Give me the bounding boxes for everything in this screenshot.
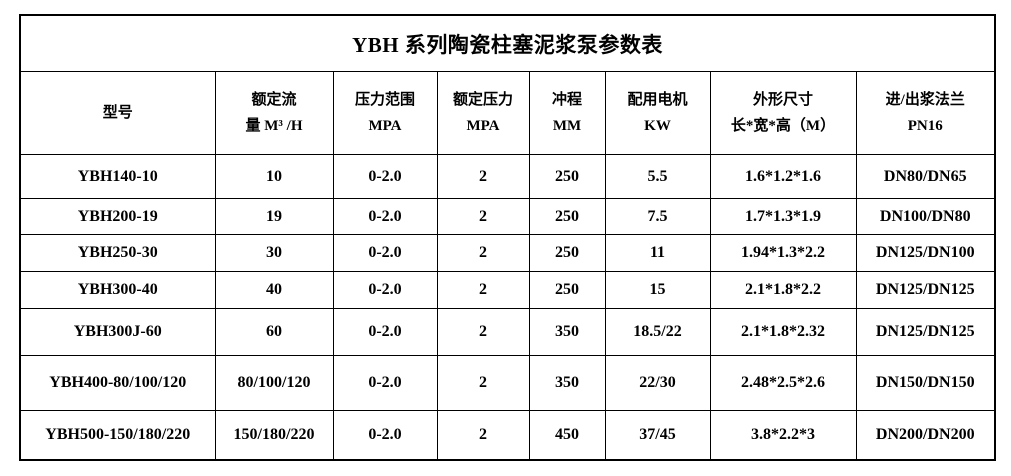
cell-pressure-range: 0-2.0 [332,154,438,199]
column-header-stroke-line1: 冲程 [551,92,582,108]
pump-spec-table: YBH 系列陶瓷柱塞泥浆泵参数表 型号 额定流 量 M³ /H 压力范围 MPA… [19,14,997,461]
cell-motor-power: 37/45 [604,410,711,460]
column-header-pressure-range-line1: 压力范围 [354,92,415,108]
table-row: YBH200-19 19 0-2.0 2 250 7.5 1.7*1.3*1.9… [19,198,996,235]
column-header-motor-power: 配用电机 KW [604,71,711,155]
cell-rated-pressure: 2 [436,410,530,460]
column-header-rated-pressure-line2: MPA [466,118,500,134]
cell-rated-flow: 19 [214,198,334,235]
column-header-pressure-range-line2: MPA [368,118,402,134]
cell-dimensions: 1.6*1.2*1.6 [709,154,857,199]
cell-motor-power: 18.5/22 [604,308,711,356]
cell-flange: DN125/DN125 [855,271,996,309]
table-row: YBH400-80/100/120 80/100/120 0-2.0 2 350… [19,355,996,411]
cell-stroke: 250 [528,271,606,309]
cell-rated-flow: 60 [214,308,334,356]
cell-rated-flow: 80/100/120 [214,355,334,411]
cell-rated-pressure: 2 [436,308,530,356]
column-header-flange-line2: PN16 [907,118,943,134]
cell-pressure-range: 0-2.0 [332,410,438,460]
cell-dimensions: 2.1*1.8*2.2 [709,271,857,309]
cell-dimensions: 2.48*2.5*2.6 [709,355,857,411]
cell-motor-power: 15 [604,271,711,309]
header-row: 型号 额定流 量 M³ /H 压力范围 MPA 额定压力 MPA 冲程 MM [19,71,996,155]
column-header-rated-flow: 额定流 量 M³ /H [214,71,334,155]
column-header-dimensions: 外形尺寸 长*宽*高（M） [709,71,857,155]
cell-rated-flow: 10 [214,154,334,199]
cell-pressure-range: 0-2.0 [332,271,438,309]
cell-rated-pressure: 2 [436,154,530,199]
cell-rated-pressure: 2 [436,271,530,309]
cell-stroke: 250 [528,154,606,199]
cell-flange: DN150/DN150 [855,355,996,411]
cell-rated-pressure: 2 [436,355,530,411]
column-header-flange: 进/出浆法兰 PN16 [855,71,996,155]
column-header-stroke-line2: MM [552,118,582,134]
column-header-stroke: 冲程 MM [528,71,606,155]
column-header-rated-pressure: 额定压力 MPA [436,71,530,155]
column-header-dimensions-line2: 长*宽*高（M） [730,118,836,134]
column-header-rated-flow-line2: 量 M³ /H [245,118,303,134]
table-row: YBH250-30 30 0-2.0 2 250 11 1.94*1.3*2.2… [19,234,996,272]
column-header-rated-pressure-line1: 额定压力 [452,92,513,108]
cell-dimensions: 3.8*2.2*3 [709,410,857,460]
table-row: YBH300-40 40 0-2.0 2 250 15 2.1*1.8*2.2 … [19,271,996,309]
cell-model: YBH500-150/180/220 [19,410,216,460]
table-row: YBH140-10 10 0-2.0 2 250 5.5 1.6*1.2*1.6… [19,154,996,199]
cell-motor-power: 7.5 [604,198,711,235]
cell-pressure-range: 0-2.0 [332,355,438,411]
cell-model: YBH200-19 [19,198,216,235]
cell-rated-pressure: 2 [436,234,530,272]
cell-flange: DN200/DN200 [855,410,996,460]
cell-flange: DN80/DN65 [855,154,996,199]
cell-rated-pressure: 2 [436,198,530,235]
cell-pressure-range: 0-2.0 [332,234,438,272]
cell-flange: DN100/DN80 [855,198,996,235]
cell-rated-flow: 30 [214,234,334,272]
cell-pressure-range: 0-2.0 [332,308,438,356]
cell-dimensions: 1.94*1.3*2.2 [709,234,857,272]
cell-stroke: 250 [528,234,606,272]
cell-stroke: 350 [528,355,606,411]
table-row: YBH300J-60 60 0-2.0 2 350 18.5/22 2.1*1.… [19,308,996,356]
column-header-motor-power-line2: KW [644,118,671,134]
cell-model: YBH140-10 [19,154,216,199]
cell-dimensions: 2.1*1.8*2.32 [709,308,857,356]
column-header-pressure-range: 压力范围 MPA [332,71,438,155]
cell-pressure-range: 0-2.0 [332,198,438,235]
column-header-model-label: 型号 [102,105,133,121]
column-header-dimensions-line1: 外形尺寸 [752,92,813,108]
table-title: YBH 系列陶瓷柱塞泥浆泵参数表 [19,14,996,72]
column-header-motor-power-line1: 配用电机 [627,92,688,108]
cell-model: YBH300J-60 [19,308,216,356]
cell-flange: DN125/DN100 [855,234,996,272]
column-header-rated-flow-line1: 额定流 [251,92,297,108]
cell-motor-power: 22/30 [604,355,711,411]
column-header-model: 型号 [19,71,216,155]
cell-stroke: 250 [528,198,606,235]
cell-rated-flow: 150/180/220 [214,410,334,460]
cell-model: YBH400-80/100/120 [19,355,216,411]
cell-stroke: 450 [528,410,606,460]
cell-stroke: 350 [528,308,606,356]
cell-dimensions: 1.7*1.3*1.9 [709,198,857,235]
table-row: YBH500-150/180/220 150/180/220 0-2.0 2 4… [19,410,996,460]
cell-motor-power: 11 [604,234,711,272]
cell-flange: DN125/DN125 [855,308,996,356]
column-header-flange-line1: 进/出浆法兰 [885,92,965,108]
cell-model: YBH250-30 [19,234,216,272]
cell-model: YBH300-40 [19,271,216,309]
title-row: YBH 系列陶瓷柱塞泥浆泵参数表 [19,14,996,72]
cell-rated-flow: 40 [214,271,334,309]
cell-motor-power: 5.5 [604,154,711,199]
